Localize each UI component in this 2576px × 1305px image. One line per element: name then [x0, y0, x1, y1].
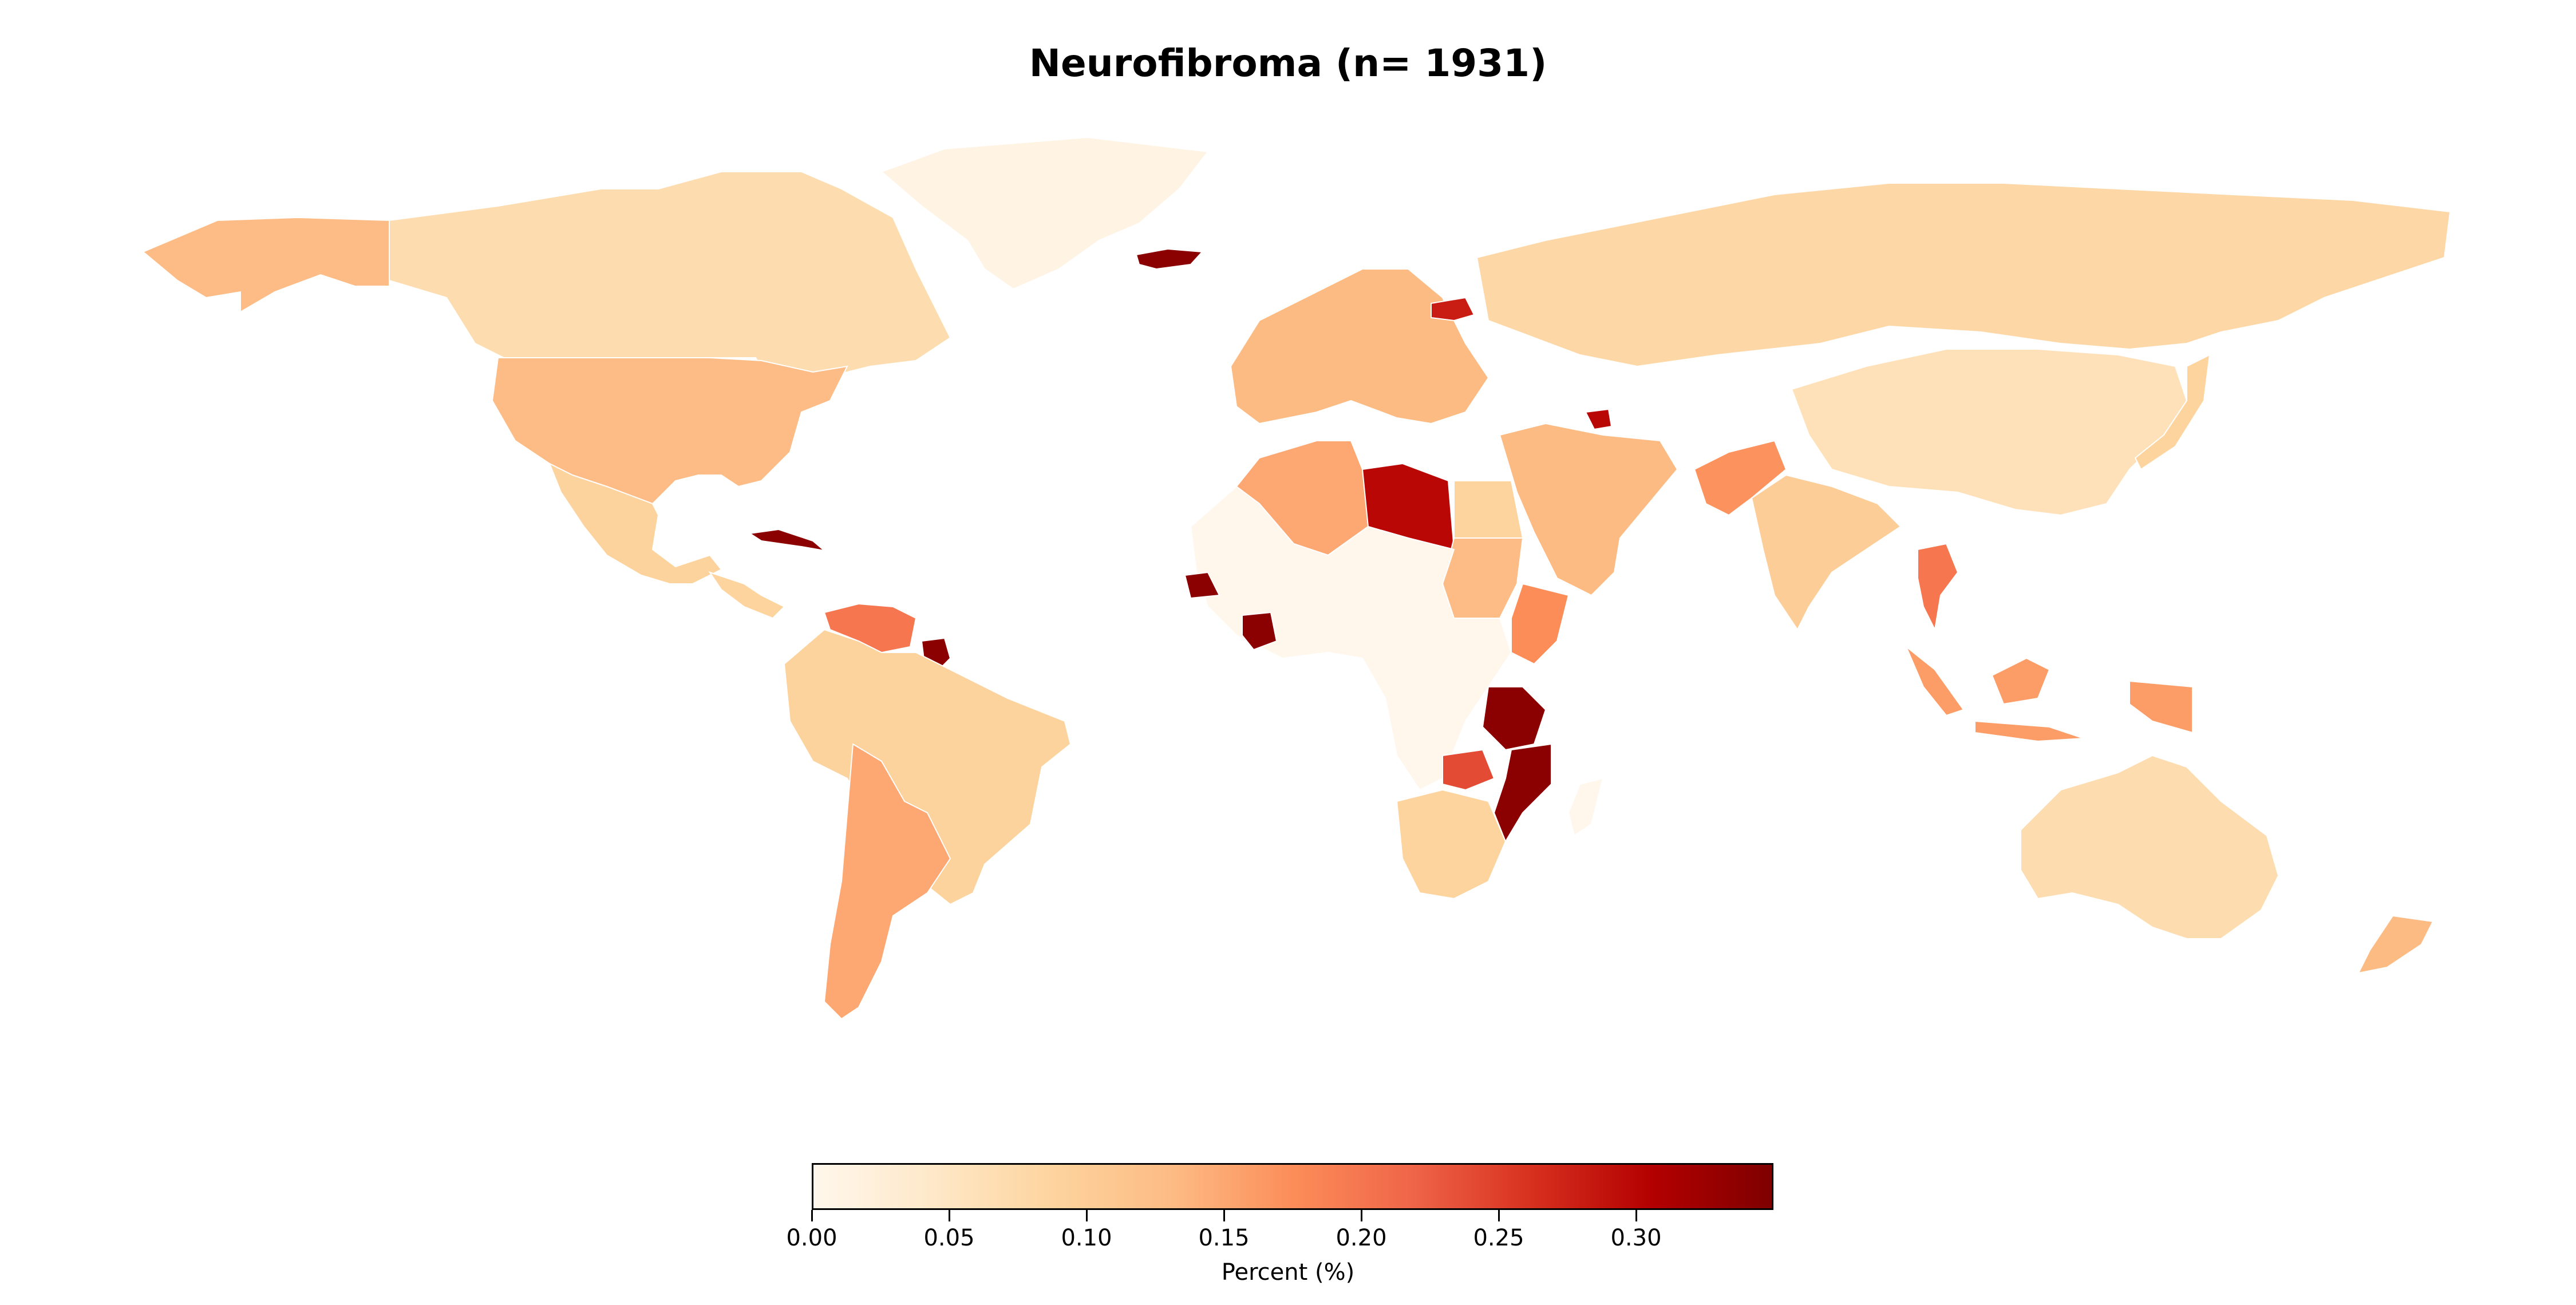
colorbar: [812, 1163, 1773, 1210]
colorbar-tick-label: 0.20: [1336, 1225, 1387, 1251]
japan-region: [2134, 354, 2211, 470]
russia-region: [1476, 183, 2451, 367]
united-states-region: [491, 357, 848, 505]
iceland-region: [1135, 248, 1204, 270]
colorbar-tick-label: 0.30: [1610, 1225, 1662, 1251]
venezuela-region: [823, 603, 917, 654]
egypt-region: [1453, 480, 1524, 539]
colorbar-tick: [1635, 1210, 1637, 1221]
colorbar-tick-label: 0.15: [1198, 1225, 1250, 1251]
pakistan-region: [1693, 440, 1787, 516]
sudan-region: [1441, 537, 1524, 619]
world-map: [142, 136, 2451, 1020]
azerbaijan-region: [1585, 408, 1613, 430]
alaska-region: [142, 216, 390, 313]
colorbar-tick: [1361, 1210, 1362, 1221]
greenland-region: [880, 136, 1209, 290]
colorbar-tick-label: 0.10: [1061, 1225, 1112, 1251]
central-america-region: [708, 571, 785, 619]
indonesia-region: [1906, 646, 2193, 742]
thailand-region: [1917, 543, 1959, 632]
mexico-region: [548, 462, 722, 584]
argentina-region: [823, 743, 951, 1020]
mozambique-region: [1493, 743, 1552, 843]
map-title: Neurofibroma (n= 1931): [1029, 41, 1547, 85]
canada-region: [389, 171, 951, 390]
new-zealand-region: [2357, 915, 2434, 974]
colorbar-tick-label: 0.25: [1473, 1225, 1524, 1251]
zambia-region: [1442, 749, 1495, 791]
colorbar-tick: [1498, 1210, 1500, 1221]
australia-region: [2020, 754, 2279, 939]
colorbar-tick-label: 0.00: [786, 1225, 837, 1251]
colorbar-tick: [1086, 1210, 1088, 1221]
tanzania-region: [1481, 686, 1547, 751]
colorbar-tick: [1223, 1210, 1225, 1221]
cote-divoire-region: [1242, 611, 1278, 651]
china-region: [1791, 349, 2188, 516]
ethiopia-region: [1511, 583, 1570, 665]
senegal-region: [1184, 571, 1220, 599]
colorbar-tick: [811, 1210, 813, 1221]
southern-africa-region: [1396, 789, 1507, 900]
cuba-region: [748, 528, 827, 552]
latvia-region: [1431, 296, 1475, 322]
middle-east-region: [1499, 422, 1678, 596]
india-region: [1751, 474, 1902, 631]
colorbar-label: Percent (%): [1221, 1259, 1355, 1286]
colorbar-tick-label: 0.05: [923, 1225, 975, 1251]
europe-region: [1230, 268, 1490, 425]
colorbar-tick: [949, 1210, 950, 1221]
madagascar-region: [1567, 777, 1604, 837]
